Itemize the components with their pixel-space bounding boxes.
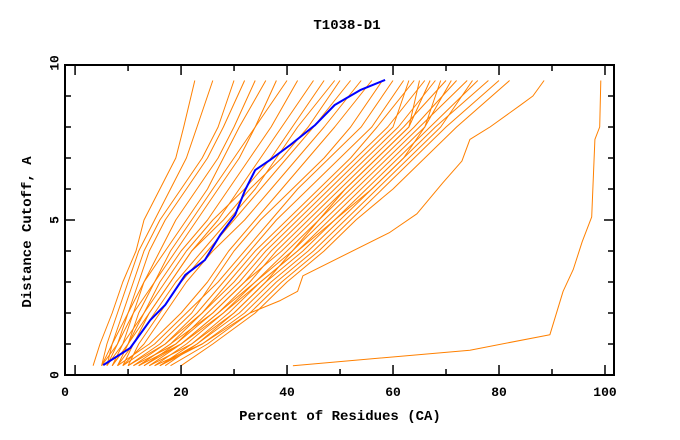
x-tick-label: 40 <box>279 385 295 400</box>
chart-title: T1038-D1 <box>313 18 380 34</box>
x-tick-label: 20 <box>173 385 189 400</box>
series-line-25 <box>133 80 431 367</box>
series-line-6 <box>106 80 267 366</box>
series-line-18 <box>122 80 394 367</box>
series-line-17 <box>127 80 383 367</box>
series-line-31 <box>154 80 473 367</box>
series-line-1 <box>92 80 196 366</box>
y-tick-label: 0 <box>48 371 63 379</box>
series-line-9 <box>111 80 299 366</box>
y-tick-label: 5 <box>48 216 63 224</box>
series-line-23 <box>138 80 436 367</box>
series-lines <box>92 78 602 367</box>
y-tick-label: 10 <box>48 55 63 71</box>
highlighted-series-line <box>102 78 386 366</box>
x-tick-label: 100 <box>593 385 617 400</box>
series-line-36 <box>159 80 545 367</box>
series-line-33 <box>180 80 510 367</box>
series-line-8 <box>101 80 288 366</box>
series-line-26 <box>154 80 457 367</box>
series-line-30 <box>164 80 489 367</box>
series-line-14 <box>111 80 341 366</box>
x-tick-label: 60 <box>385 385 401 400</box>
series-line-34 <box>138 80 442 367</box>
series-line-28 <box>159 80 452 367</box>
series-line-20 <box>138 80 415 367</box>
series-line-16 <box>117 80 373 367</box>
series-line-3 <box>106 80 235 366</box>
axis-ticks: 0 20 40 60 80 100 0 5 10 <box>48 55 617 400</box>
x-tick-label: 0 <box>61 385 69 400</box>
x-tick-label: 80 <box>491 385 507 400</box>
series-line-32 <box>170 80 500 367</box>
series-line-37 <box>292 80 602 367</box>
series-line-10 <box>122 80 314 366</box>
series-line-5 <box>111 80 256 366</box>
series-line-11 <box>106 80 325 366</box>
x-axis-label: Percent of Residues (CA) <box>239 409 441 425</box>
series-line-19 <box>133 80 405 367</box>
series-line-4 <box>101 80 246 366</box>
y-axis-label: Distance Cutoff, A <box>20 156 36 308</box>
series-line-15 <box>122 80 362 367</box>
series-line-21 <box>127 80 426 367</box>
series-line-2 <box>101 80 214 366</box>
series-line-27 <box>143 80 468 367</box>
series-line-35 <box>159 80 420 367</box>
